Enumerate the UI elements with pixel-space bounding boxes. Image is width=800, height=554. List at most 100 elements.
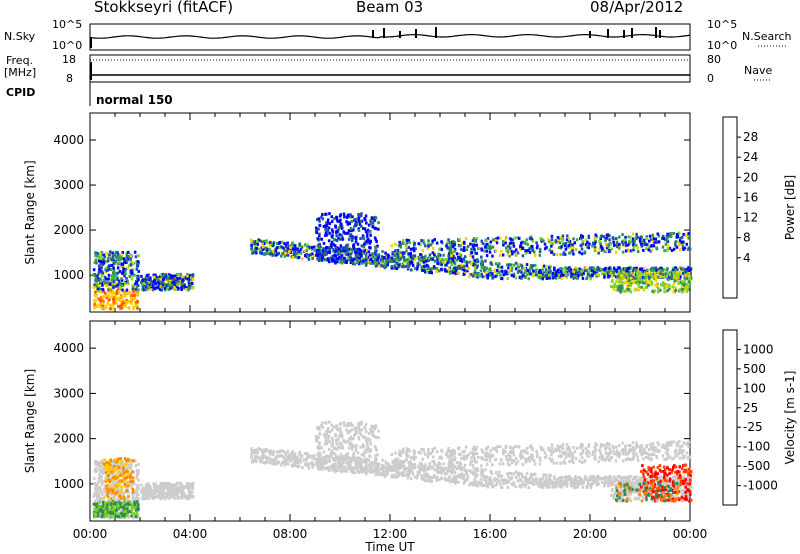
xlabel: Time UT [364, 540, 415, 554]
velocity-cell [306, 456, 309, 459]
power-cell [465, 264, 469, 268]
power-cell [322, 247, 325, 251]
velocity-cell [683, 455, 687, 459]
velocity-cell [464, 479, 467, 483]
power-cell [558, 241, 562, 245]
power-cell [579, 271, 583, 275]
power-cell [417, 242, 420, 246]
power-cell [117, 253, 120, 257]
velocity-cell [260, 457, 264, 461]
velocity-cell [632, 452, 635, 456]
velocity-cell [325, 421, 328, 425]
velocity-cell [539, 481, 543, 484]
power-cell [329, 243, 333, 247]
velocity-cell [593, 450, 596, 454]
velocity-cell [392, 468, 396, 472]
velocity-cell [120, 465, 124, 469]
power-cell [272, 241, 276, 245]
velocity-cell [431, 475, 434, 479]
velocity-cell [529, 472, 533, 476]
power-cell [354, 240, 358, 244]
power-cell [120, 257, 124, 261]
velocity-cell [549, 473, 552, 477]
power-cell [657, 270, 660, 274]
velocity-cell [579, 446, 583, 449]
power-cell [672, 268, 675, 272]
power-cell [511, 238, 515, 242]
velocity-cell [440, 448, 443, 452]
power-cell [494, 274, 497, 278]
velocity-cell [553, 475, 556, 479]
velocity-cell [520, 473, 524, 477]
power-cell [361, 234, 365, 238]
velocity-cell [565, 475, 569, 479]
power-cell [517, 263, 520, 266]
power-cell [570, 272, 574, 276]
power-cell [516, 236, 519, 240]
power-cell [483, 266, 487, 269]
power-cell [355, 222, 358, 226]
velocity-cell [326, 427, 330, 430]
power-cell [362, 259, 365, 263]
velocity-cell [355, 467, 359, 471]
power-cell [607, 245, 610, 249]
velocity-cell [517, 478, 521, 482]
velocity-cell [447, 465, 451, 469]
velocity-cell [528, 459, 532, 463]
power-cell [100, 306, 103, 310]
velocity-cell [359, 445, 362, 449]
velocity-cell [283, 456, 286, 460]
power-cell [480, 259, 483, 263]
velocity-cell [362, 445, 366, 449]
power-cell [603, 275, 606, 279]
power-cell [324, 231, 328, 235]
power-cell [443, 263, 447, 267]
power-cell [365, 221, 368, 225]
velocity-cell [581, 448, 585, 452]
power-cell [313, 245, 316, 249]
velocity-cell [332, 467, 335, 471]
velocity-cell [678, 450, 681, 453]
power-cell [486, 276, 489, 280]
velocity-cell [395, 470, 399, 474]
velocity-cell [357, 437, 361, 441]
power-cell [311, 252, 314, 256]
velocity-cell [462, 481, 465, 485]
velocity-cell [358, 431, 362, 435]
velocity-cell [490, 471, 494, 475]
velocity-cell [337, 438, 340, 442]
power-cell [324, 224, 327, 228]
velocity-cell [636, 444, 639, 448]
power-cell [335, 247, 338, 250]
velocity-cell [453, 458, 456, 462]
velocity-cell [628, 458, 631, 462]
power-cell [452, 254, 455, 258]
velocity-cell [574, 456, 578, 460]
velocity-cell [593, 454, 597, 458]
power-cell [364, 252, 368, 256]
velocity-cell [378, 473, 381, 477]
power-cell [629, 235, 632, 239]
power-cell [627, 242, 631, 246]
power-cell [310, 245, 313, 249]
velocity-cell [640, 476, 644, 480]
velocity-cell [625, 475, 629, 479]
power-cell [107, 282, 111, 286]
power-cell [558, 237, 561, 240]
velocity-cell [604, 447, 607, 451]
power-cell [499, 273, 502, 277]
power-cell [111, 251, 114, 255]
power-cell [523, 266, 527, 270]
power-cell [642, 269, 645, 273]
power-cell [677, 276, 680, 280]
power-cell [129, 298, 133, 302]
velocity-cell [292, 456, 295, 460]
velocity-cell [347, 440, 350, 444]
velocity-cell [443, 472, 447, 476]
velocity-cell [584, 451, 588, 455]
power-cell [366, 238, 369, 242]
power-cell [413, 242, 417, 245]
power-cell [685, 233, 688, 237]
power-cell [462, 257, 465, 261]
power-cell [521, 254, 525, 258]
